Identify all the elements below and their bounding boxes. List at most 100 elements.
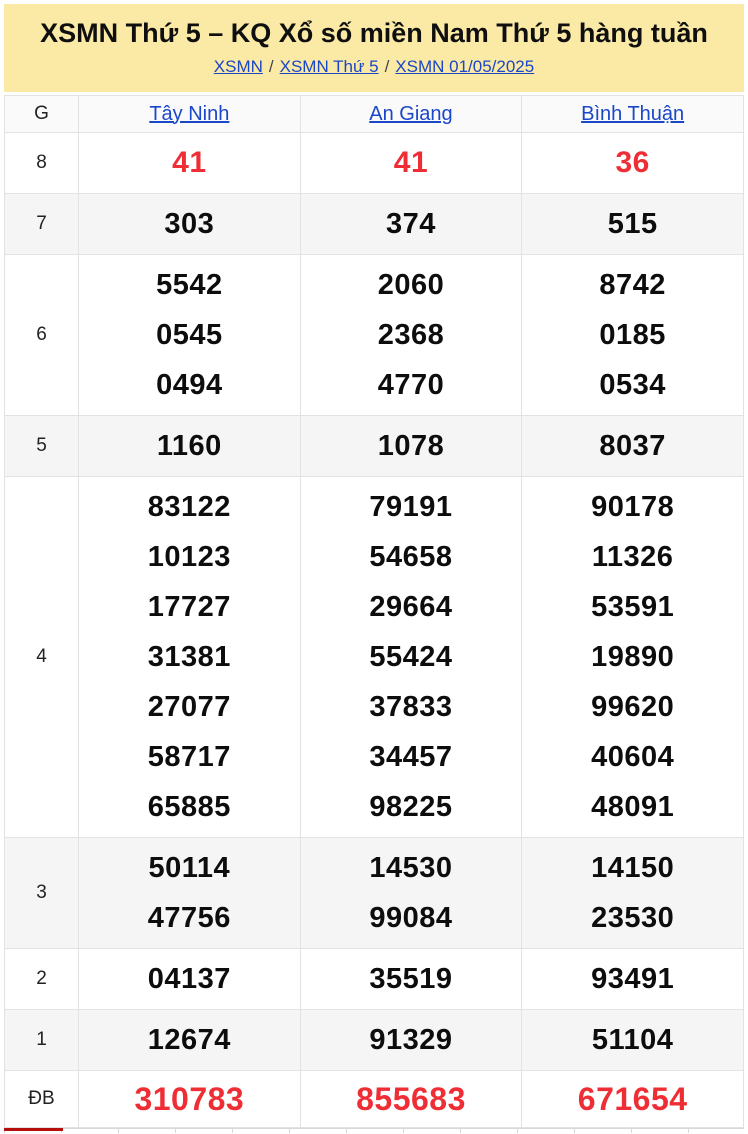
prize-row-label: 5 [4, 415, 79, 477]
prize-number: 65885 [147, 791, 231, 823]
header-row: G Tây Ninh An Giang Bình Thuận [4, 95, 744, 133]
prize-cell: 12674 [78, 1009, 301, 1071]
results-table-head: G Tây Ninh An Giang Bình Thuận [4, 95, 744, 133]
page-header: XSMN Thứ 5 – KQ Xổ số miền Nam Thứ 5 hàn… [4, 4, 744, 92]
prize-number: 8742 [599, 269, 666, 301]
prize-number: 37833 [369, 691, 453, 723]
next-table-cutoff-strip [4, 1128, 744, 1134]
breadcrumb: XSMN / XSMN Thứ 5 / XSMN 01/05/2025 [12, 56, 736, 78]
results-table: G Tây Ninh An Giang Bình Thuận 8 41 41 36 7 303… [4, 95, 744, 1128]
prize-number: 41 [393, 146, 429, 179]
prize-number: 36 [615, 146, 650, 179]
prize-number: 34457 [369, 741, 453, 773]
table-row: 6 5542 0545 0494 2060 2368 4770 8742 0185 0534 [4, 254, 744, 416]
breadcrumb-separator: / [268, 57, 274, 76]
prize-column-header: G [4, 95, 79, 133]
prize-number: 54658 [369, 541, 453, 573]
prize-cell: 2060 2368 4770 [299, 254, 523, 416]
prize-cell: 515 [521, 193, 744, 255]
prize-cell: 50114 47756 [78, 837, 301, 949]
breadcrumb-link[interactable]: XSMN [213, 57, 263, 76]
table-row: ĐB 310783 855683 671654 [4, 1070, 744, 1128]
prize-cell: 90178 11326 53591 19890 99620 40604 48091 [521, 476, 744, 838]
prize-number: 11326 [591, 541, 674, 573]
prize-number: 55424 [369, 641, 453, 673]
prize-cell: 310783 [78, 1070, 301, 1128]
prize-number: 14150 [591, 852, 675, 884]
prize-number: 303 [164, 208, 215, 240]
prize-cell: 5542 0545 0494 [78, 254, 301, 416]
prize-number: 90178 [591, 491, 675, 523]
prize-row-label: 7 [4, 193, 79, 255]
breadcrumb-link[interactable]: XSMN Thứ 5 [279, 57, 379, 76]
results-table-body: 8 41 41 36 7 303 374 515 6 5542 0545 0494 2060 2368 47… [4, 132, 744, 1128]
prize-number: 14530 [369, 852, 453, 884]
prize-number: 10123 [147, 541, 231, 573]
prize-row-label: 3 [4, 837, 79, 949]
prize-number: 47756 [147, 902, 231, 934]
prize-number: 79191 [369, 491, 453, 523]
prize-number: 0534 [599, 369, 666, 401]
active-tab-indicator [4, 1128, 63, 1131]
column-header: Tây Ninh [78, 95, 301, 133]
prize-number: 48091 [591, 791, 675, 823]
prize-number: 2060 [377, 269, 445, 301]
prize-number: 1078 [377, 430, 445, 462]
prize-row-label: ĐB [4, 1070, 79, 1128]
prize-cell: 41 [299, 132, 523, 194]
province-link[interactable]: An Giang [369, 102, 453, 125]
prize-cell: 51104 [521, 1009, 744, 1071]
prize-cell: 303 [78, 193, 301, 255]
table-row: 4 83122 10123 17727 31381 27077 58717 65885 7919… [4, 476, 744, 838]
prize-cell: 8037 [521, 415, 744, 477]
table-row: 5 1160 1078 8037 [4, 415, 744, 477]
prize-number: 4770 [377, 369, 445, 401]
prize-cell: 14530 99084 [299, 837, 523, 949]
column-header: An Giang [299, 95, 523, 133]
prize-number: 29664 [369, 591, 453, 623]
table-row: 2 04137 35519 93491 [4, 948, 744, 1010]
prize-cell: 35519 [299, 948, 523, 1010]
prize-number: 1160 [156, 430, 222, 462]
prize-number: 0185 [599, 319, 666, 351]
prize-number: 23530 [591, 902, 675, 934]
prize-number: 93491 [591, 963, 675, 995]
prize-cell: 41 [78, 132, 301, 194]
prize-number: 19890 [591, 641, 675, 673]
prize-number: 35519 [369, 963, 453, 995]
breadcrumb-link[interactable]: XSMN 01/05/2025 [395, 57, 535, 76]
prize-cell: 855683 [299, 1070, 523, 1128]
province-link[interactable]: Bình Thuận [581, 102, 685, 125]
prize-number: 8037 [599, 430, 666, 462]
table-row: 7 303 374 515 [4, 193, 744, 255]
breadcrumb-separator: / [384, 57, 390, 76]
prize-cell: 93491 [521, 948, 744, 1010]
prize-number: 51104 [591, 1024, 674, 1056]
prize-number: 91329 [369, 1024, 453, 1056]
prize-cell: 91329 [299, 1009, 523, 1071]
prize-row-label: 1 [4, 1009, 79, 1071]
prize-number: 855683 [356, 1081, 466, 1117]
prize-number: 04137 [147, 963, 231, 995]
prize-number: 0494 [156, 369, 223, 401]
prize-cell: 1078 [299, 415, 523, 477]
prize-cell: 671654 [521, 1070, 744, 1128]
prize-number: 515 [607, 208, 658, 240]
prize-number: 40604 [591, 741, 675, 773]
prize-number: 58717 [147, 741, 231, 773]
prize-row-label: 2 [4, 948, 79, 1010]
prize-cell: 14150 23530 [521, 837, 744, 949]
prize-row-label: 8 [4, 132, 79, 194]
prize-number: 5542 [156, 269, 223, 301]
prize-number: 0545 [156, 319, 223, 351]
prize-number: 31381 [147, 641, 231, 673]
page-title: XSMN Thứ 5 – KQ Xổ số miền Nam Thứ 5 hàn… [40, 18, 708, 48]
prize-number: 671654 [577, 1081, 688, 1117]
province-link[interactable]: Tây Ninh [149, 102, 230, 125]
prize-number: 17727 [147, 591, 231, 623]
prize-number: 99084 [369, 902, 453, 934]
prize-number: 374 [386, 208, 436, 240]
prize-cell: 8742 0185 0534 [521, 254, 744, 416]
table-row: 8 41 41 36 [4, 132, 744, 194]
